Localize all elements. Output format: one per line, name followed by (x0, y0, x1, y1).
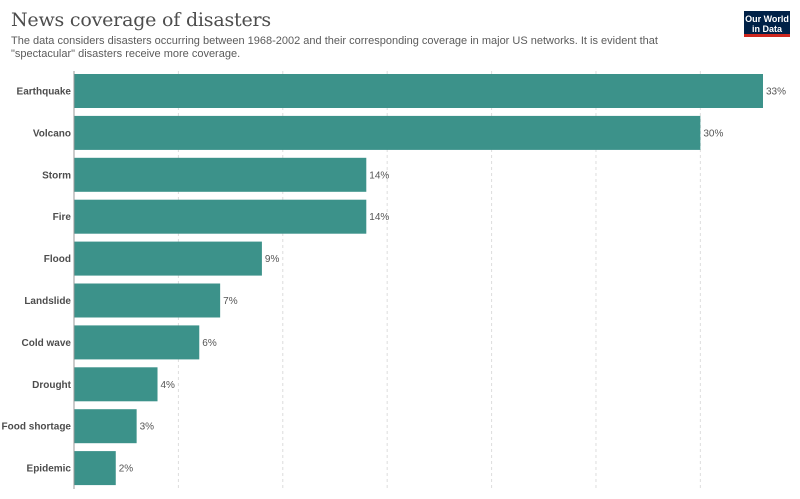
category-label-landslide: Landslide (24, 296, 71, 307)
bar-food-shortage[interactable] (74, 409, 137, 444)
chart-title: News coverage of disasters (11, 9, 271, 31)
category-label-cold-wave: Cold wave (22, 338, 72, 349)
value-label-earthquake: 33% (766, 87, 786, 98)
value-label-drought: 4% (161, 380, 176, 391)
logo-line-2: in Data (751, 24, 782, 34)
category-label-volcano: Volcano (33, 128, 71, 139)
value-label-landslide: 7% (223, 296, 238, 307)
category-label-food-shortage: Food shortage (2, 422, 72, 433)
value-label-cold-wave: 6% (202, 338, 217, 349)
category-label-earthquake: Earthquake (17, 87, 72, 98)
category-label-flood: Flood (44, 254, 71, 265)
bar-epidemic[interactable] (74, 451, 116, 486)
value-label-volcano: 30% (703, 128, 723, 139)
value-label-epidemic: 2% (119, 464, 134, 475)
gridlines (177, 71, 701, 489)
owid-logo[interactable]: Our World in Data (744, 11, 790, 37)
value-label-food-shortage: 3% (140, 422, 155, 433)
bar-drought[interactable] (74, 367, 158, 402)
bar-volcano[interactable] (74, 115, 701, 150)
bar-earthquake[interactable] (74, 74, 763, 108)
value-label-flood: 9% (265, 254, 280, 265)
chart-subtitle: The data considers disasters occurring b… (11, 35, 658, 60)
category-label-storm: Storm (42, 170, 71, 181)
bar-landslide[interactable] (74, 283, 221, 318)
category-labels: Earthquake Volcano Storm Fire Flood Landslide… (2, 87, 72, 475)
bar-storm[interactable] (74, 157, 367, 192)
category-label-drought: Drought (32, 380, 72, 391)
value-labels: 33% 30% 14% 14% 9% 7% 6% 4% 3% 2% (119, 87, 786, 475)
value-label-storm: 14% (369, 170, 389, 181)
value-label-fire: 14% (369, 212, 389, 223)
bar-fire[interactable] (74, 199, 367, 234)
category-label-epidemic: Epidemic (27, 464, 72, 475)
bar-cold-wave[interactable] (74, 325, 200, 360)
bar-flood[interactable] (74, 241, 262, 276)
bars (74, 74, 763, 486)
logo-line-1: Our World (745, 14, 789, 24)
category-label-fire: Fire (53, 212, 72, 223)
